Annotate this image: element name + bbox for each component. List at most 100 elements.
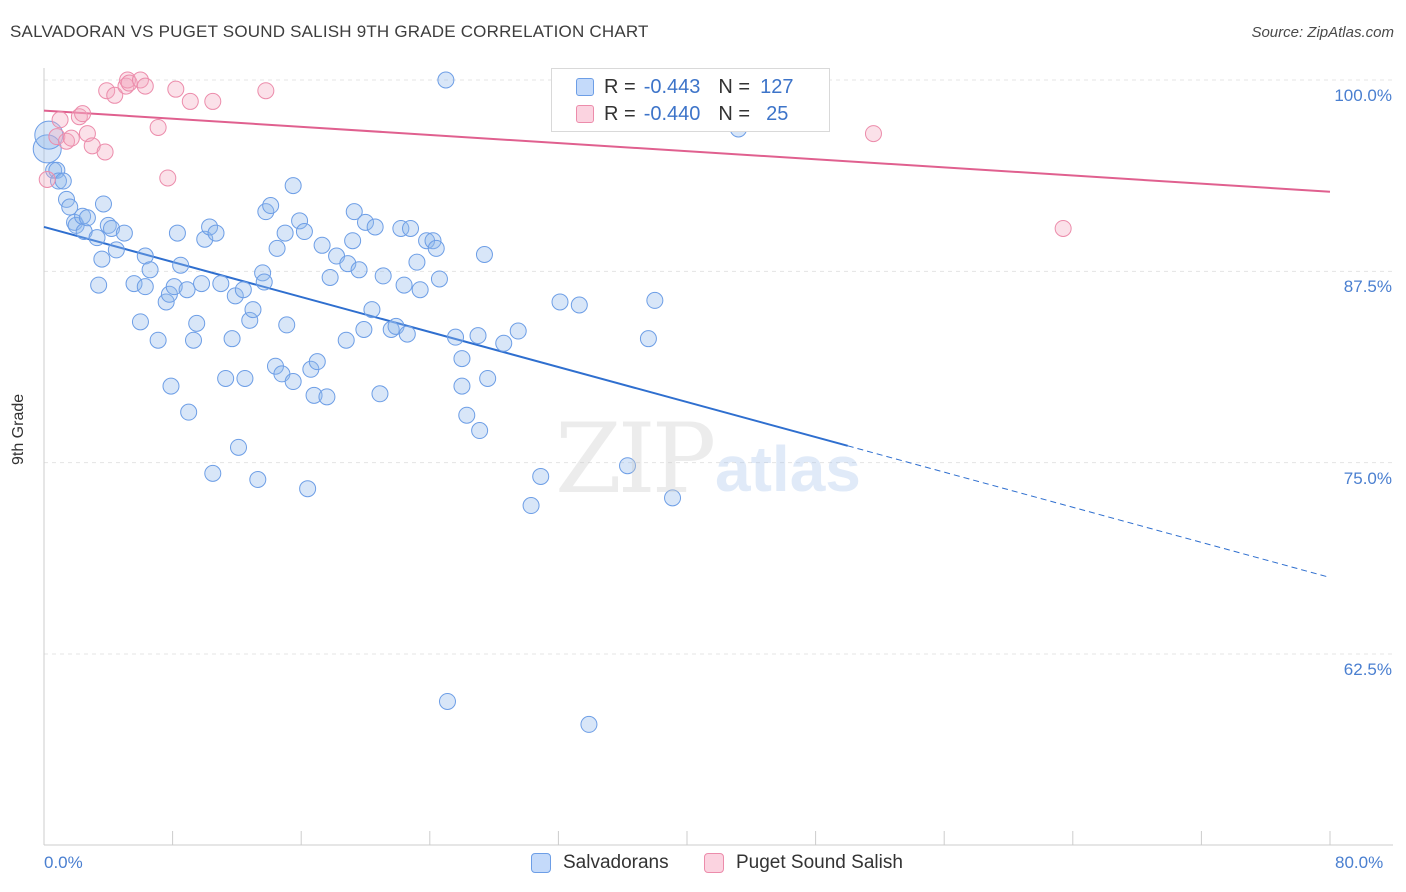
salvadorans-point (184, 331, 202, 349)
salvadorans-point (398, 325, 416, 343)
correlation-stats-box: R = -0.443 N = 127 R = -0.440 N = 25 (551, 68, 830, 132)
salvadorans-point (230, 438, 248, 456)
salvadorans-point (178, 281, 196, 299)
puget-sound-salish-point (167, 80, 185, 98)
salvadorans-point (291, 212, 309, 230)
salvadorans-point (382, 320, 400, 338)
puget-sound-salish-point (864, 125, 882, 143)
legend-item-puget-sound-salish[interactable]: Puget Sound Salish (704, 852, 903, 874)
salvadorans-point (495, 334, 513, 352)
salvadorans-point (78, 209, 96, 227)
salvadorans-point (125, 275, 143, 293)
salvadorans-point (94, 195, 112, 213)
salvadorans-point (355, 320, 373, 338)
salvadorans-point (103, 219, 121, 237)
salvadorans-point (357, 213, 374, 231)
salvadorans-swatch-icon (576, 78, 594, 96)
salvadorans-point (458, 406, 476, 424)
salvadorans-point (321, 268, 339, 286)
n-value: 127 (760, 75, 794, 98)
salvadorans-point (212, 275, 230, 293)
y-tick-label: 62.5% (1343, 660, 1392, 679)
salvadorans-point (284, 177, 302, 195)
puget-sound-salish-point (136, 77, 154, 95)
salvadorans-point (318, 388, 336, 406)
gridlines (44, 79, 1393, 655)
y-tick-label: 100.0% (1334, 86, 1392, 105)
salvadorans-point (268, 239, 286, 257)
salvadorans-point (204, 464, 222, 482)
salvadorans-point (93, 250, 111, 268)
salvadorans-point (350, 261, 368, 279)
stats-row-puget-sound-salish: R = -0.440 N = 25 (552, 101, 788, 127)
salvadorans-point (453, 350, 471, 368)
puget-sound-salish-point (38, 170, 56, 188)
puget-sound-salish-point (149, 118, 167, 136)
salvadorans-legend-icon (531, 853, 551, 873)
salvadorans-point (392, 219, 410, 237)
salvadorans-point (479, 369, 497, 387)
chart-title: SALVADORAN VS PUGET SOUND SALISH 9TH GRA… (10, 22, 649, 41)
r-label: R = (604, 102, 636, 125)
salvadorans-point (136, 278, 154, 296)
salvadorans-point (88, 229, 106, 247)
x-tick-label-min: 0.0% (44, 853, 83, 872)
salvadorans-point (284, 373, 302, 391)
salvadorans-point (313, 236, 331, 254)
salvadorans-point (249, 471, 267, 489)
puget-sound-salish-point (70, 108, 88, 126)
legend-item-salvadorans[interactable]: Salvadorans (531, 852, 669, 874)
salvadorans-point (54, 172, 72, 190)
salvadorans-point (438, 692, 456, 710)
salvadorans-point (262, 197, 280, 215)
salvadorans-point (447, 328, 465, 346)
salvadorans-point (193, 275, 211, 293)
salvadorans-point (475, 245, 493, 263)
salvadorans-point (411, 281, 429, 299)
r-label: R = (604, 75, 636, 98)
n-label: N = (718, 75, 751, 98)
y-axis-label: 9th Grade (10, 393, 27, 465)
salvadorans-point (664, 489, 682, 507)
salvadorans-point (551, 293, 569, 311)
puget-sound-salish-point (159, 169, 177, 187)
salvadorans-point (639, 330, 657, 348)
puget-sound-salish-point (204, 92, 222, 110)
legend: Salvadorans Puget Sound Salish (0, 852, 1406, 878)
puget-sound-salish-trend-line (43, 109, 1331, 193)
y-tick-label: 87.5% (1343, 277, 1392, 297)
salvadorans-point (522, 497, 540, 515)
legend-label-puget-sound-salish: Puget Sound Salish (736, 852, 903, 873)
salvadorans-point (162, 377, 180, 395)
salvadorans-point (295, 223, 313, 241)
salvadorans-point (223, 330, 241, 348)
salvadorans-point (408, 253, 426, 271)
stats-row-salvadorans: R = -0.443 N = 127 (552, 74, 793, 100)
salvadorans-trend-line (43, 225, 849, 447)
watermark-atlas: atlas (715, 433, 861, 505)
points-layer (32, 71, 1072, 733)
salvadorans-point (276, 224, 294, 242)
r-value: -0.440 (643, 102, 701, 125)
puget-sound-salish-legend-icon (704, 853, 724, 873)
salvadorans-point (305, 386, 323, 404)
salvadorans-point (570, 296, 588, 314)
salvadorans-point (363, 301, 381, 319)
salvadorans-point (165, 278, 183, 296)
salvadorans-point (236, 369, 254, 387)
salvadorans-point (141, 261, 159, 279)
salvadorans-point (115, 224, 133, 242)
puget-sound-salish-point (51, 111, 69, 129)
puget-sound-salish-point (181, 92, 199, 110)
puget-sound-salish-point (62, 129, 80, 147)
salvadorans-point (234, 281, 252, 299)
puget-sound-salish-point (48, 128, 66, 146)
watermark-zip: ZIP (555, 403, 716, 515)
salvadorans-point (345, 203, 363, 221)
salvadorans-point (217, 369, 235, 387)
salvadorans-point (99, 216, 117, 234)
salvadorans-point (402, 219, 420, 237)
salvadorans-point (131, 313, 149, 331)
puget-sound-salish-swatch-icon (576, 105, 594, 123)
salvadorans-point (509, 322, 527, 340)
